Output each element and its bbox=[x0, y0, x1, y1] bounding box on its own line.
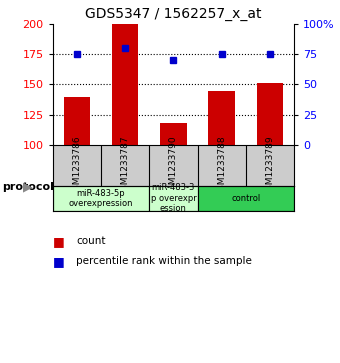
Text: ■: ■ bbox=[53, 235, 65, 248]
Bar bbox=[257, 83, 283, 145]
Bar bbox=[160, 123, 187, 145]
Bar bbox=[112, 24, 138, 145]
Text: ■: ■ bbox=[53, 255, 65, 268]
Bar bbox=[208, 90, 235, 145]
Text: control: control bbox=[231, 194, 260, 203]
Text: GSM1233789: GSM1233789 bbox=[266, 135, 274, 196]
Text: miR-483-5p
overexpression: miR-483-5p overexpression bbox=[69, 188, 133, 208]
Text: miR-483-3
p overexpr
ession: miR-483-3 p overexpr ession bbox=[151, 183, 196, 213]
Text: ▶: ▶ bbox=[23, 180, 33, 193]
Bar bbox=[53, 186, 149, 211]
Text: GSM1233788: GSM1233788 bbox=[217, 135, 226, 196]
Text: GSM1233787: GSM1233787 bbox=[121, 135, 130, 196]
Bar bbox=[198, 186, 294, 211]
Text: percentile rank within the sample: percentile rank within the sample bbox=[76, 256, 252, 266]
Text: GSM1233786: GSM1233786 bbox=[72, 135, 81, 196]
Title: GDS5347 / 1562257_x_at: GDS5347 / 1562257_x_at bbox=[85, 7, 262, 21]
Text: GSM1233790: GSM1233790 bbox=[169, 135, 178, 196]
Text: protocol: protocol bbox=[2, 182, 54, 192]
Bar bbox=[149, 186, 198, 211]
Bar bbox=[64, 97, 90, 145]
Text: count: count bbox=[76, 236, 106, 246]
